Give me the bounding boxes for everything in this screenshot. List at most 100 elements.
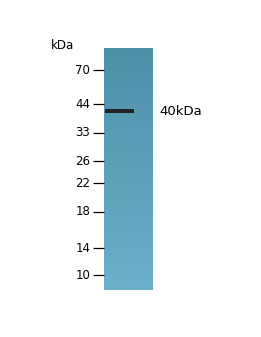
Bar — [104, 221, 153, 222]
Bar — [104, 264, 153, 266]
Bar — [104, 148, 153, 150]
Bar — [104, 121, 153, 122]
Bar — [104, 131, 153, 133]
Bar — [104, 119, 153, 121]
Bar — [104, 67, 153, 69]
Bar — [104, 70, 153, 71]
Bar — [104, 162, 153, 163]
Bar — [104, 71, 153, 72]
Bar — [104, 234, 153, 235]
Bar — [104, 169, 153, 170]
Bar — [104, 257, 153, 258]
Bar — [104, 220, 153, 221]
Bar — [104, 64, 153, 65]
Bar — [104, 88, 153, 89]
Bar — [104, 150, 153, 151]
Bar — [104, 76, 153, 77]
Bar — [104, 112, 153, 113]
Bar — [104, 152, 153, 153]
Bar — [104, 134, 153, 135]
Bar — [104, 69, 153, 70]
Bar — [104, 203, 153, 204]
Bar — [104, 232, 153, 233]
Bar — [104, 93, 153, 94]
Bar — [104, 173, 153, 174]
Bar — [104, 125, 153, 127]
Bar — [104, 241, 153, 243]
Bar — [104, 231, 153, 232]
Bar — [104, 252, 153, 253]
Bar — [104, 160, 153, 162]
Text: 70: 70 — [75, 64, 90, 77]
Bar — [104, 281, 153, 282]
Bar — [104, 208, 153, 209]
Bar — [104, 194, 153, 195]
Bar — [104, 115, 153, 116]
Bar — [104, 215, 153, 216]
Bar — [104, 104, 153, 105]
Bar — [104, 50, 153, 51]
Bar — [104, 73, 153, 75]
Bar — [104, 92, 153, 93]
Bar — [104, 52, 153, 53]
Bar — [104, 186, 153, 187]
Bar — [104, 282, 153, 283]
Bar — [104, 51, 153, 52]
Bar — [105, 109, 134, 113]
Bar — [104, 165, 153, 166]
Bar — [104, 192, 153, 193]
Bar — [104, 98, 153, 99]
Bar — [104, 204, 153, 205]
Bar — [104, 61, 153, 63]
Text: 33: 33 — [75, 126, 90, 139]
Bar — [104, 175, 153, 176]
Bar — [104, 238, 153, 239]
Bar — [104, 229, 153, 231]
Bar — [104, 140, 153, 141]
Bar — [104, 212, 153, 214]
Bar — [104, 262, 153, 263]
Bar — [104, 211, 153, 212]
Bar — [104, 82, 153, 83]
Bar — [104, 146, 153, 147]
Bar — [104, 65, 153, 66]
Bar — [104, 147, 153, 148]
Bar — [104, 123, 153, 124]
Bar — [104, 80, 153, 81]
Bar — [104, 133, 153, 134]
Bar — [104, 154, 153, 156]
Bar — [104, 224, 153, 225]
Bar — [104, 176, 153, 177]
Bar — [104, 89, 153, 90]
Bar — [104, 54, 153, 56]
Bar — [104, 225, 153, 227]
Bar — [104, 280, 153, 281]
Bar — [104, 166, 153, 168]
Bar — [104, 222, 153, 223]
Bar — [104, 66, 153, 67]
Bar — [104, 271, 153, 273]
Bar — [104, 246, 153, 247]
Bar — [104, 170, 153, 171]
Bar — [104, 209, 153, 210]
Text: 22: 22 — [75, 177, 90, 190]
Bar — [104, 286, 153, 287]
Bar — [104, 268, 153, 269]
Bar — [104, 277, 153, 279]
Bar — [104, 258, 153, 259]
Bar — [104, 127, 153, 128]
Bar — [104, 48, 153, 50]
Bar — [104, 151, 153, 152]
Bar — [104, 267, 153, 268]
Bar — [104, 205, 153, 206]
Bar — [104, 56, 153, 57]
Bar — [104, 94, 153, 95]
Bar — [104, 285, 153, 286]
Bar — [104, 129, 153, 130]
Bar — [104, 183, 153, 185]
Bar — [104, 116, 153, 117]
Bar — [104, 185, 153, 186]
Bar — [104, 202, 153, 203]
Bar — [104, 85, 153, 86]
Bar — [104, 210, 153, 211]
